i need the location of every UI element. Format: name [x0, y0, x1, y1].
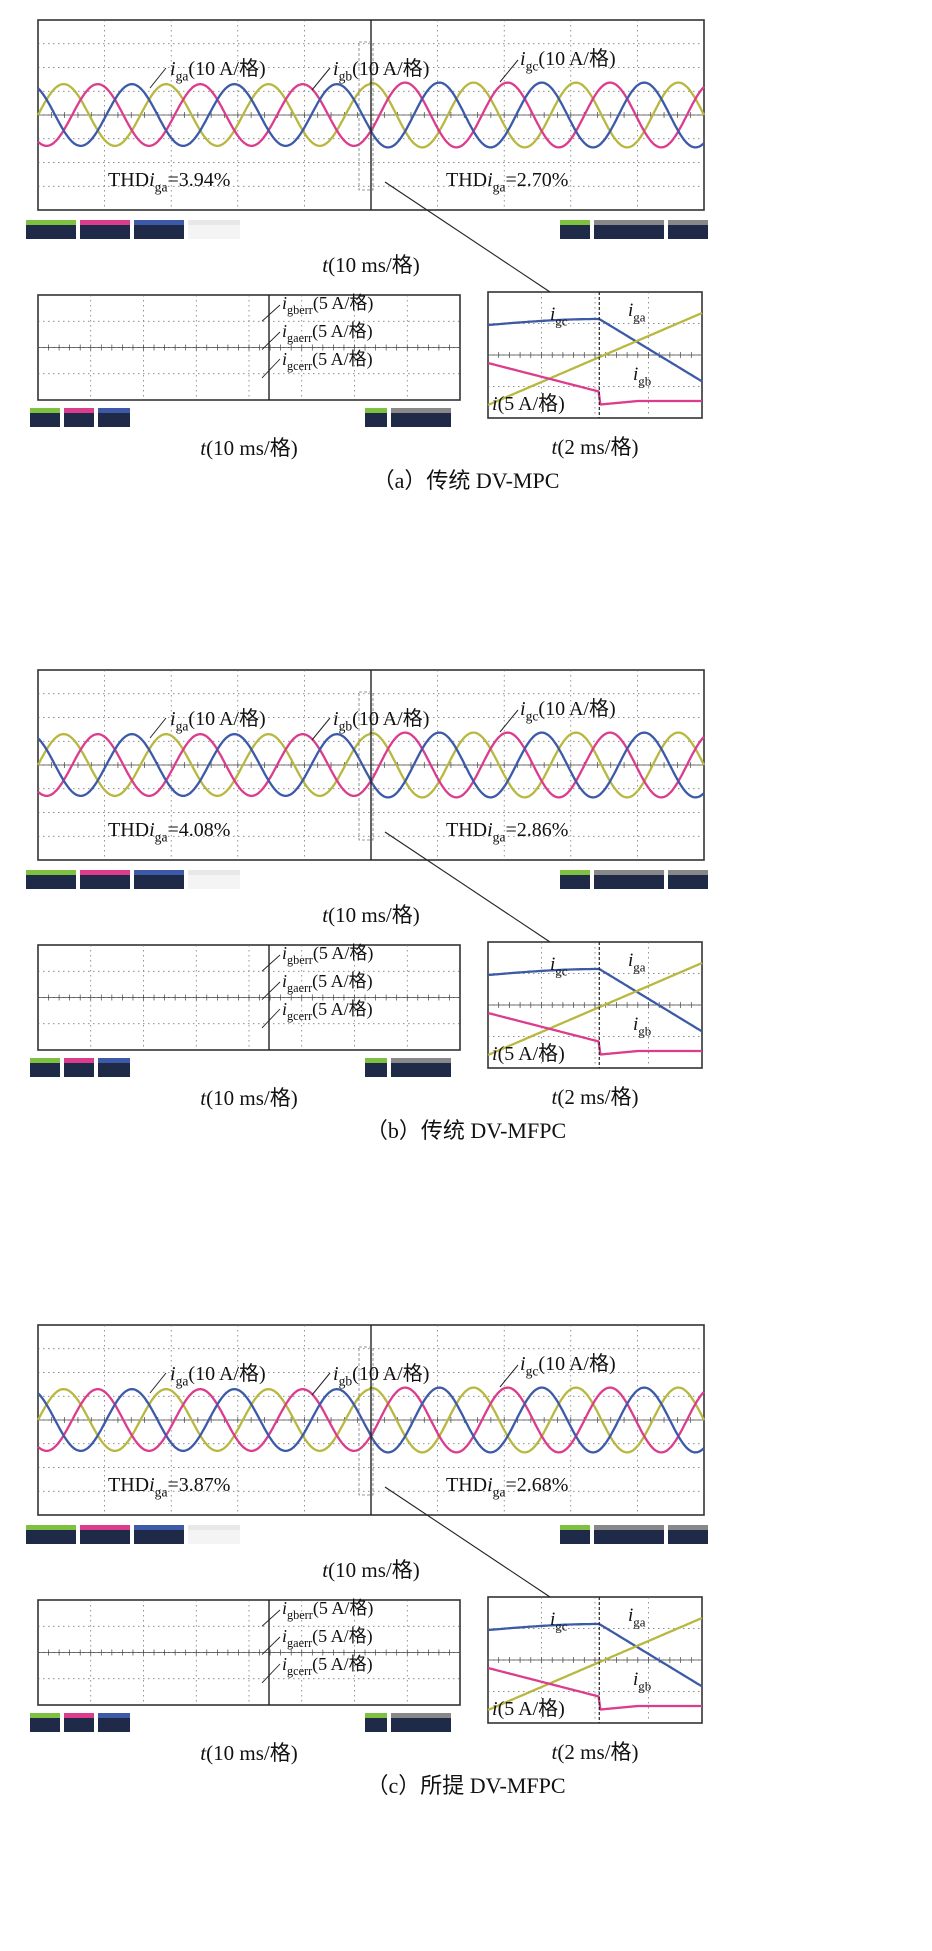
err-status-right-3	[365, 1713, 451, 1732]
label-igb-3: igb(10 A/格)	[333, 1362, 429, 1389]
err-scope-3	[37, 1599, 461, 1706]
zoom-trace-igc-2	[487, 967, 703, 1033]
zoom-connector-2	[384, 831, 551, 943]
status-right-3	[560, 1525, 708, 1544]
label-igaerr-2: igaerr(5 A/格)	[282, 971, 373, 995]
zoom-trace-igb-2	[487, 1011, 702, 1056]
label-igb-1: igb(10 A/格)	[333, 57, 429, 84]
label-igberr-1: igberr(5 A/格)	[282, 293, 373, 317]
err-status-right-2	[365, 1058, 451, 1077]
main-scope-2	[36, 669, 706, 861]
status-left-3	[26, 1525, 240, 1544]
main-xlabel-3: t(10 ms/格)	[322, 1558, 419, 1582]
err-xlabel-3: t(10 ms/格)	[200, 1741, 297, 1765]
label-igaerr-3: igaerr(5 A/格)	[282, 1626, 373, 1650]
thd-after-1: THDiga=2.70%	[446, 169, 568, 195]
zoom-scope-1	[487, 291, 703, 419]
label-igberr-3: igberr(5 A/格)	[282, 1598, 373, 1622]
zoom-trace-iga-2	[487, 961, 703, 1057]
label-igc-2: igc(10 A/格)	[520, 697, 616, 724]
label-igc-3: igc(10 A/格)	[520, 1352, 616, 1379]
thd-before-1: THDiga=3.94%	[108, 169, 230, 195]
zoom-trace-igc-3	[487, 1622, 703, 1688]
err-scope-2	[37, 944, 461, 1051]
label-igb-2: igb(10 A/格)	[333, 707, 429, 734]
status-right-2	[560, 870, 708, 889]
label-igc-1: igc(10 A/格)	[520, 47, 616, 74]
zoom-ylabel-1: i(5 A/格)	[492, 392, 565, 415]
main-scope-3	[36, 1324, 706, 1516]
zoom-trace-iga-1	[487, 311, 703, 407]
status-right-1	[560, 220, 708, 239]
err-xlabel-2: t(10 ms/格)	[200, 1086, 297, 1110]
zoom-ylabel-2: i(5 A/格)	[492, 1042, 565, 1065]
thd-after-3: THDiga=2.68%	[446, 1474, 568, 1500]
err-status-right-1	[365, 408, 451, 427]
zoom-trace-igb-1	[487, 361, 702, 406]
label-iga-2: iga(10 A/格)	[170, 707, 266, 734]
thd-before-3: THDiga=3.87%	[108, 1474, 230, 1500]
err-status-left-1	[30, 408, 130, 427]
zoom-scope-2	[487, 941, 703, 1069]
caption-2: （b）传统 DV-MFPC	[366, 1118, 566, 1143]
zoom-label-igb-1: igb	[633, 364, 651, 388]
err-status-left-2	[30, 1058, 130, 1077]
zoom-label-igb-3: igb	[633, 1669, 651, 1693]
zoom-trace-iga-3	[487, 1616, 703, 1712]
label-igcerr-1: igcerr(5 A/格)	[282, 349, 373, 373]
label-iga-3: iga(10 A/格)	[170, 1362, 266, 1389]
label-igberr-2: igberr(5 A/格)	[282, 943, 373, 967]
main-scope-1	[36, 19, 706, 211]
main-xlabel-2: t(10 ms/格)	[322, 903, 419, 927]
zoom-label-iga-2: iga	[628, 950, 646, 974]
zoom-label-igc-2: igc	[550, 954, 568, 978]
zoom-connector-1	[384, 181, 551, 293]
err-xlabel-1: t(10 ms/格)	[200, 436, 297, 460]
zoom-label-iga-3: iga	[628, 1605, 646, 1629]
zoom-xlabel-3: t(2 ms/格)	[552, 1740, 639, 1764]
caption-3: （c）所提 DV-MFPC	[366, 1773, 565, 1798]
label-iga-1: iga(10 A/格)	[170, 57, 266, 84]
zoom-xlabel-2: t(2 ms/格)	[552, 1085, 639, 1109]
zoom-label-igc-3: igc	[550, 1609, 568, 1633]
label-igcerr-3: igcerr(5 A/格)	[282, 1654, 373, 1678]
zoom-label-igc-1: igc	[550, 304, 568, 328]
zoom-xlabel-1: t(2 ms/格)	[552, 435, 639, 459]
zoom-scope-3	[487, 1596, 703, 1724]
label-igaerr-1: igaerr(5 A/格)	[282, 321, 373, 345]
zoom-trace-igb-3	[487, 1666, 702, 1711]
zoom-connector-3	[384, 1486, 551, 1598]
zoom-ylabel-3: i(5 A/格)	[492, 1697, 565, 1720]
main-xlabel-1: t(10 ms/格)	[322, 253, 419, 277]
label-igcerr-2: igcerr(5 A/格)	[282, 999, 373, 1023]
err-status-left-3	[30, 1713, 130, 1732]
zoom-label-iga-1: iga	[628, 300, 646, 324]
status-left-2	[26, 870, 240, 889]
zoom-label-igb-2: igb	[633, 1014, 651, 1038]
zoom-trace-igc-1	[487, 317, 703, 383]
status-left-1	[26, 220, 240, 239]
caption-1: （a）传统 DV-MPC	[373, 468, 560, 493]
thd-before-2: THDiga=4.08%	[108, 819, 230, 845]
err-scope-1	[37, 294, 461, 401]
thd-after-2: THDiga=2.86%	[446, 819, 568, 845]
